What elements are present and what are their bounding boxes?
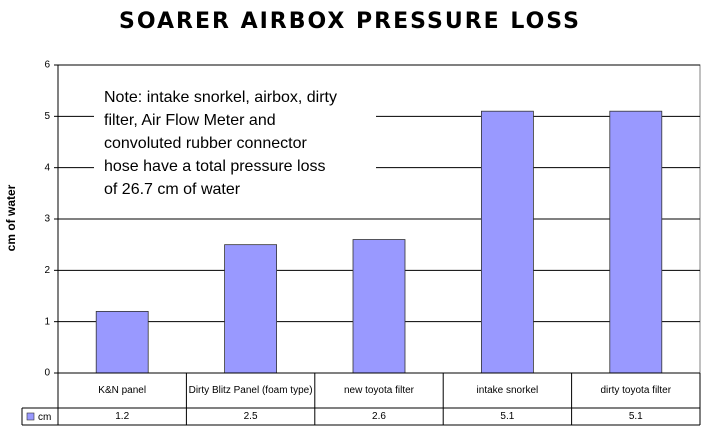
y-tick-label: 4 <box>44 162 50 173</box>
x-tick-label-box: dirty toyota filter <box>600 384 672 396</box>
chart-title: Soarer Airbox Pressure Loss <box>119 9 581 34</box>
x-tick-label: dirty toyota filter <box>600 384 672 396</box>
table-value: 2.5 <box>243 410 258 422</box>
y-tick-label: 3 <box>44 214 50 225</box>
annotation-line: filter, Air Flow Meter and <box>104 112 276 129</box>
annotation-line: Note: intake snorkel, airbox, dirty <box>104 89 337 106</box>
x-tick-label: K&N panel <box>98 384 147 396</box>
table-value-box: 2.6 <box>372 410 386 422</box>
y-tick-label: 1 <box>44 316 50 327</box>
y-tick-label: 6 <box>44 60 50 71</box>
x-tick-label-box: Dirty Blitz Panel (foam type) <box>188 384 313 396</box>
x-tick-label: intake snorkel <box>476 384 539 396</box>
y-tick-label: 2 <box>44 265 50 276</box>
table-value: 1.2 <box>115 410 130 422</box>
table-value-box: 5.1 <box>500 410 515 422</box>
x-tick-label-box: K&N panel <box>98 384 147 396</box>
legend-label: cm <box>38 412 51 423</box>
table-value-box: 2.5 <box>243 410 258 422</box>
x-tick-label: new toyota filter <box>343 384 415 396</box>
x-tick-label: Dirty Blitz Panel (foam type) <box>188 384 313 396</box>
annotation-line: hose have a total pressure loss <box>104 158 325 175</box>
annotation-line: convoluted rubber connector <box>104 135 307 152</box>
bar <box>480 110 534 374</box>
bar <box>609 110 663 374</box>
y-axis-label: cm of water <box>4 184 18 251</box>
table-value-box: 1.2 <box>115 410 130 422</box>
bar <box>95 310 149 374</box>
table-value: 5.1 <box>500 410 515 422</box>
annotation-box <box>94 84 376 208</box>
y-tick-label: 5 <box>44 111 50 122</box>
bar <box>352 239 406 374</box>
x-tick-label-box: intake snorkel <box>476 384 539 396</box>
table-value-box: 5.1 <box>628 410 643 422</box>
bar <box>224 244 278 374</box>
legend-swatch <box>26 412 35 421</box>
y-tick-label: 0 <box>44 368 50 379</box>
x-tick-label-box: new toyota filter <box>343 384 415 396</box>
table-value: 2.6 <box>372 410 386 422</box>
annotation-line: of 26.7 cm of water <box>104 181 241 198</box>
table-value: 5.1 <box>628 410 643 422</box>
